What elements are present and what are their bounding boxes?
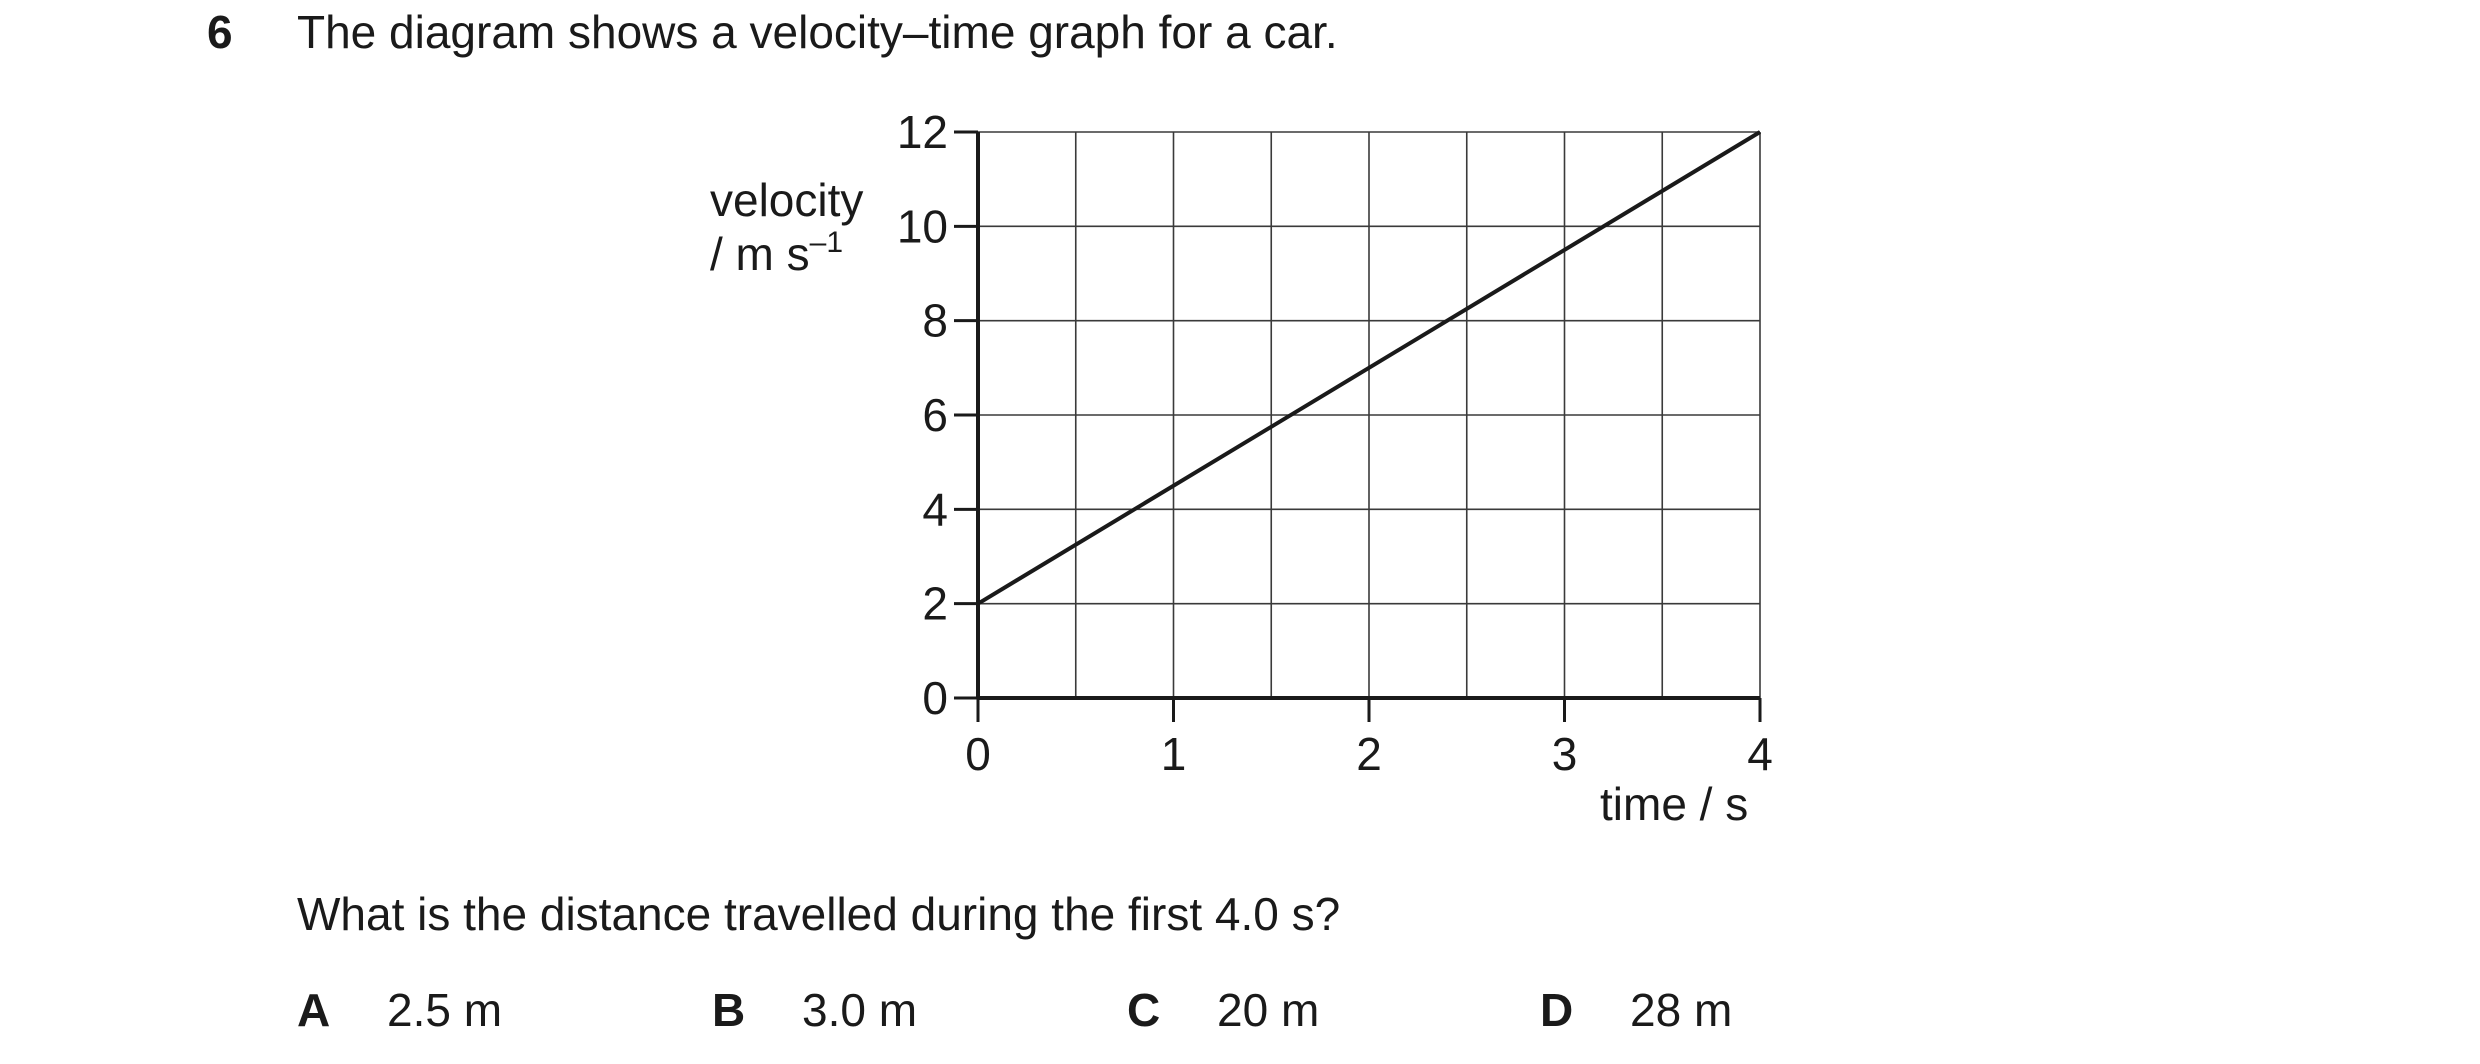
y-tick-label: 0 bbox=[922, 672, 948, 724]
y-tick-label: 6 bbox=[922, 389, 948, 441]
question-number: 6 bbox=[207, 6, 233, 58]
option-b-text: 3.0 m bbox=[802, 984, 918, 1036]
x-tick-label: 1 bbox=[1161, 728, 1187, 780]
y-axis-label: velocity bbox=[710, 174, 863, 226]
x-tick-label: 2 bbox=[1356, 728, 1382, 780]
y-tick-label: 10 bbox=[897, 200, 948, 252]
y-axis-unit-exponent: –1 bbox=[810, 226, 843, 259]
option-d-letter: D bbox=[1540, 984, 1574, 1036]
y-tick-label: 8 bbox=[922, 295, 948, 347]
option-a-letter: A bbox=[297, 984, 331, 1036]
x-tick-label: 4 bbox=[1747, 728, 1773, 780]
question-stem: The diagram shows a velocity–time graph … bbox=[297, 6, 1338, 58]
option-c-letter: C bbox=[1127, 984, 1161, 1036]
y-tick-label: 12 bbox=[897, 106, 948, 158]
chart-series bbox=[976, 130, 1762, 606]
x-axis-label: time / s bbox=[1600, 778, 1748, 830]
option-c: C 20 m bbox=[1127, 978, 1319, 1042]
option-a: A 2.5 m bbox=[297, 978, 502, 1042]
option-d-text: 28 m bbox=[1630, 984, 1733, 1036]
option-d: D 28 m bbox=[1540, 978, 1732, 1042]
y-tick-label: 4 bbox=[922, 483, 948, 535]
chart-grid bbox=[978, 131, 1761, 698]
y-tick-label: 2 bbox=[922, 578, 948, 630]
y-axis-unit-base: / m s bbox=[710, 228, 810, 280]
x-tick-label: 3 bbox=[1552, 728, 1578, 780]
option-a-text: 2.5 m bbox=[387, 984, 503, 1036]
chart-ticks bbox=[954, 130, 1762, 722]
option-b-letter: B bbox=[712, 984, 746, 1036]
x-tick-label: 0 bbox=[965, 728, 991, 780]
question-prompt: What is the distance travelled during th… bbox=[297, 888, 1341, 940]
velocity-line bbox=[976, 130, 1762, 606]
y-axis-unit: / m s–1 bbox=[710, 226, 843, 280]
option-b: B 3.0 m bbox=[712, 978, 917, 1042]
option-c-text: 20 m bbox=[1217, 984, 1320, 1036]
